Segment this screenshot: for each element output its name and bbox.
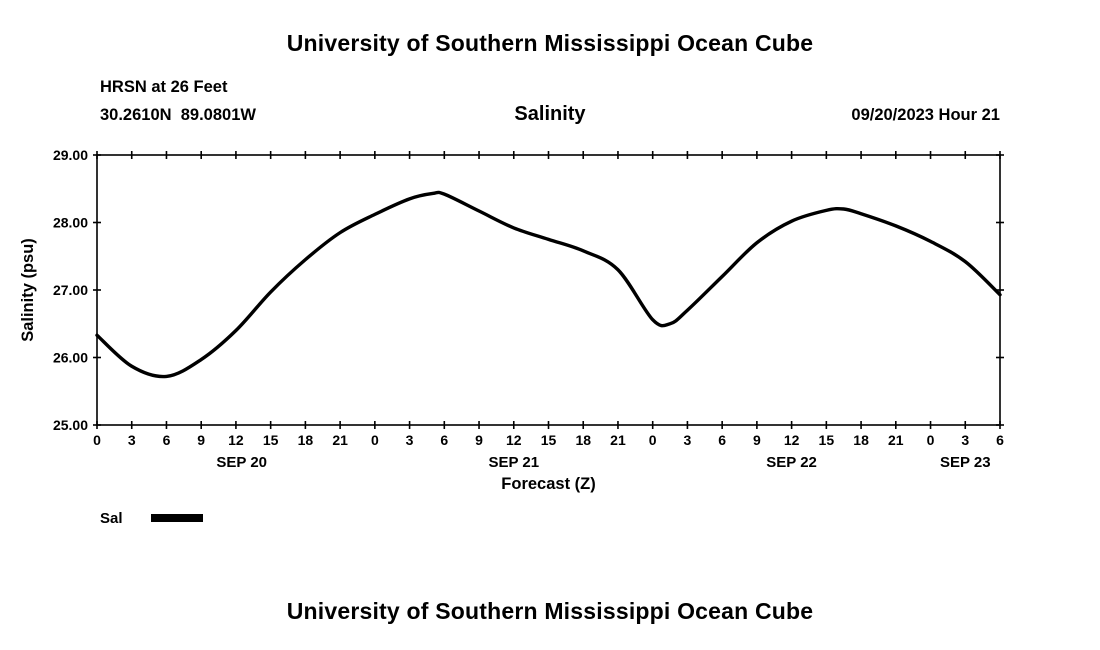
x-axis-title: Forecast (Z) xyxy=(501,475,595,493)
x-tick-label: 6 xyxy=(718,432,726,448)
x-tick-label: 15 xyxy=(541,432,557,448)
legend-line-swatch xyxy=(150,514,203,522)
y-tick-label: 25.00 xyxy=(53,417,88,433)
chart-title: Salinity xyxy=(514,103,586,125)
x-tick-label: 9 xyxy=(475,432,483,448)
x-tick-label: 18 xyxy=(298,432,314,448)
x-tick-label: 3 xyxy=(961,432,969,448)
x-tick-label: 6 xyxy=(440,432,448,448)
y-tick-label: 26.00 xyxy=(53,350,88,366)
x-tick-label: 3 xyxy=(684,432,692,448)
x-date-label: SEP 21 xyxy=(488,454,539,471)
x-tick-label: 12 xyxy=(506,432,522,448)
x-tick-label: 15 xyxy=(263,432,279,448)
series-line-sal xyxy=(95,190,1002,379)
x-tick-label: 0 xyxy=(371,432,379,448)
forecast-run-label: 09/20/2023 Hour 21 xyxy=(851,106,1000,124)
y-tick-label: 28.00 xyxy=(53,215,88,231)
x-tick-label: 18 xyxy=(575,432,591,448)
x-tick-label: 3 xyxy=(128,432,136,448)
x-tick-label: 18 xyxy=(853,432,869,448)
legend: Sal xyxy=(100,508,203,528)
x-date-label: SEP 23 xyxy=(940,454,991,471)
x-tick-label: 0 xyxy=(93,432,101,448)
x-tick-label: 15 xyxy=(819,432,835,448)
x-tick-label: 12 xyxy=(784,432,800,448)
x-tick-label: 21 xyxy=(888,432,904,448)
x-tick-label: 21 xyxy=(332,432,348,448)
page-title-bottom: University of Southern Mississippi Ocean… xyxy=(286,598,814,624)
x-tick-label: 9 xyxy=(197,432,205,448)
y-tick-label: 27.00 xyxy=(53,282,88,298)
salinity-chart-svg: 0 3 6 9 12 15 18 21 0 3 6 9 12 15 18 21 0 3 6 9 12 15 18 21 0 3 6 2… xyxy=(19,147,1004,493)
x-tick-label: 0 xyxy=(927,432,935,448)
x-tick-label: 21 xyxy=(610,432,626,448)
station-label: HRSN at 26 Feet xyxy=(100,78,228,96)
x-tick-label: 9 xyxy=(753,432,761,448)
x-date-label: SEP 22 xyxy=(766,454,817,471)
x-tick-label: 6 xyxy=(163,432,171,448)
coordinates-label: 30.2610N 89.0801W xyxy=(100,106,256,124)
plot-border xyxy=(96,154,1001,426)
x-tick-label: 6 xyxy=(996,432,1004,448)
y-axis-title: Salinity (psu) xyxy=(19,238,37,342)
legend-label: Sal xyxy=(100,509,123,527)
x-tick-label: 3 xyxy=(406,432,414,448)
y-tick-label: 29.00 xyxy=(53,147,88,163)
x-tick-label: 0 xyxy=(649,432,657,448)
salinity-chart: 0 3 6 9 12 15 18 21 0 3 6 9 12 15 18 21 0 3 6 9 12 15 18 21 0 3 6 2… xyxy=(19,147,1004,493)
x-tick-label: 12 xyxy=(228,432,244,448)
x-date-label: SEP 20 xyxy=(216,454,267,471)
page-title-top: University of Southern Mississippi Ocean… xyxy=(286,30,814,56)
